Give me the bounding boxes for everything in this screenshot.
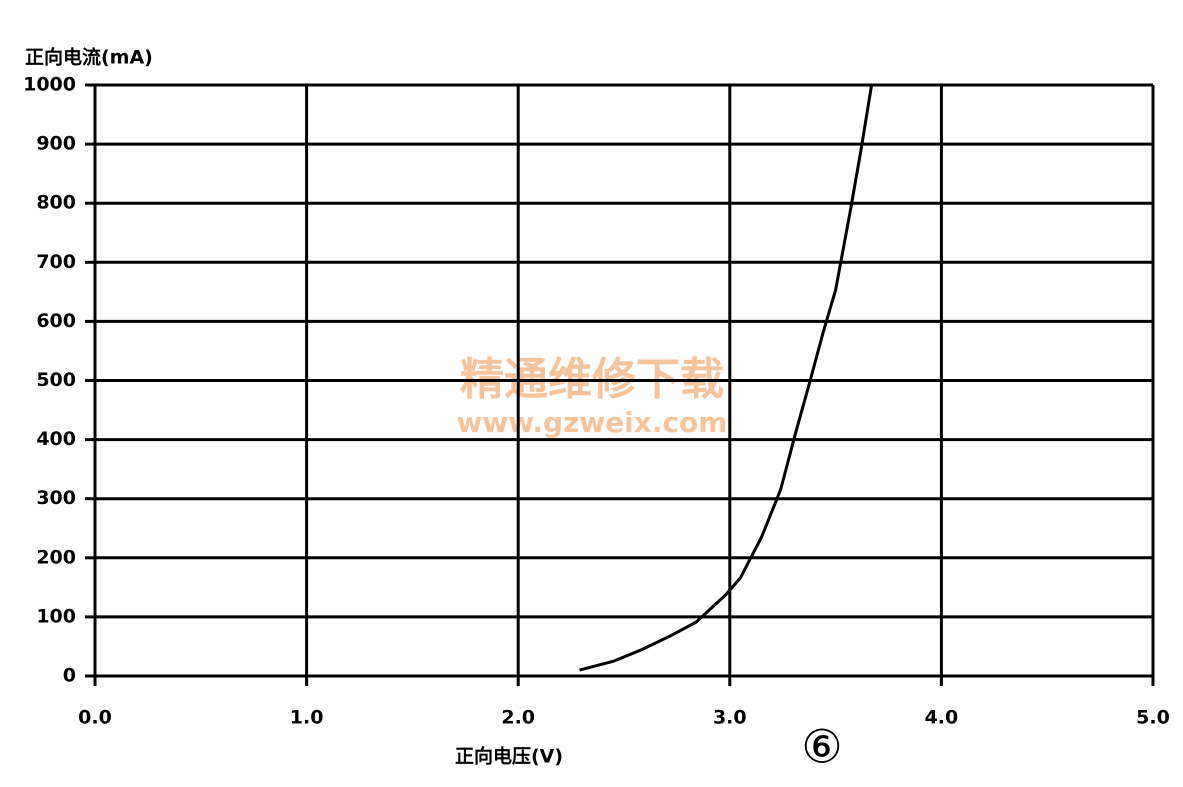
y-tick-label: 500 xyxy=(36,369,76,391)
y-tick-label: 800 xyxy=(36,192,76,214)
x-tick-label: 1.0 xyxy=(290,707,324,729)
x-tick-label: 2.0 xyxy=(501,707,535,729)
y-tick-label: 100 xyxy=(36,605,76,627)
x-tick-label: 3.0 xyxy=(713,707,747,729)
x-tick-label: 4.0 xyxy=(925,707,959,729)
x-tick-label: 0.0 xyxy=(78,707,112,729)
y-tick-label: 1000 xyxy=(23,74,76,96)
y-tick-label: 400 xyxy=(36,428,76,450)
y-tick-label: 600 xyxy=(36,310,76,332)
y-tick-label: 300 xyxy=(36,487,76,509)
watermark: www.gzweix.com xyxy=(457,406,728,439)
y-tick-label: 900 xyxy=(36,133,76,155)
y-axis-label: 正向电流(mA) xyxy=(25,46,153,69)
y-tick-label: 700 xyxy=(36,251,76,273)
x-axis-label: 正向电压(V) xyxy=(455,745,563,768)
y-tick-label: 200 xyxy=(36,546,76,568)
y-tick-label: 0 xyxy=(63,665,76,687)
x-tick-label: 5.0 xyxy=(1136,707,1170,729)
figure-number: ⑥ xyxy=(801,720,842,774)
data-line xyxy=(579,84,874,672)
